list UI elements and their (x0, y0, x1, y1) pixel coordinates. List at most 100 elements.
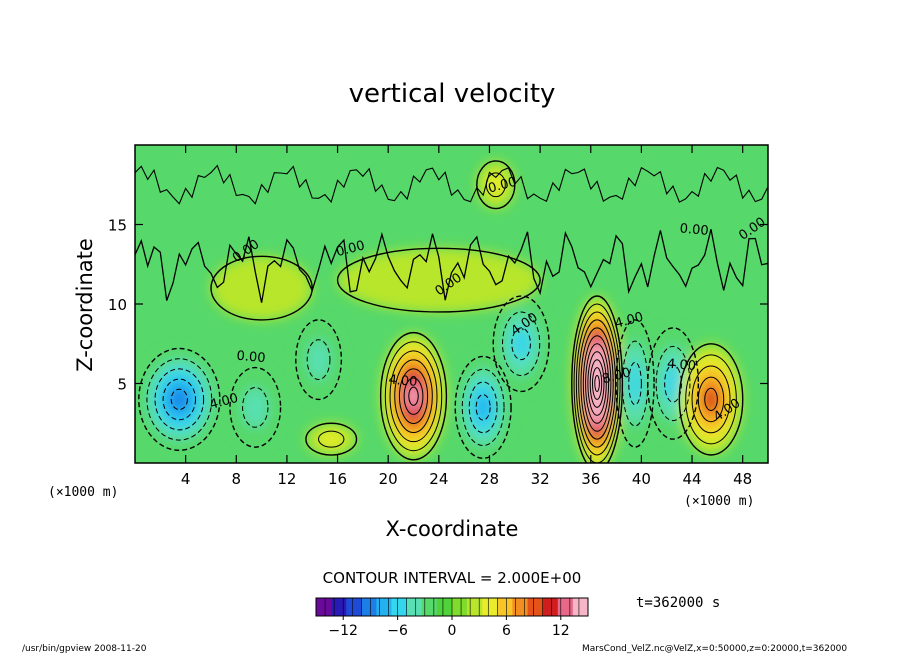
x-axis-label: X-coordinate (386, 517, 519, 541)
x-tick-label: 4 (181, 470, 191, 488)
y-axis-label: Z-coordinate (73, 238, 97, 372)
x-tick-label: 12 (277, 470, 296, 488)
footer-right: MarsCond_VelZ.nc@VelZ,x=0:50000,z=0:2000… (582, 644, 847, 654)
contour-line (306, 339, 331, 381)
colorbar-swatch (542, 598, 559, 616)
colorbar-tick-label: 6 (502, 623, 511, 639)
contour-line (138, 347, 221, 452)
colorbar-swatch (361, 598, 377, 616)
field-cell (242, 387, 268, 428)
field-cell (704, 388, 718, 411)
contour-line (475, 394, 491, 421)
contour-line (582, 335, 612, 432)
field-cell (486, 172, 506, 197)
colorbar-swatch (406, 598, 423, 616)
contour-line (502, 311, 541, 377)
contour-line (461, 368, 505, 447)
colorbar-swatch (557, 598, 574, 616)
colorbar-tick-label: −12 (328, 623, 358, 639)
contour-line (408, 386, 419, 406)
contour-line (615, 319, 655, 448)
colorbar-swatch (391, 598, 407, 616)
contour-line (210, 255, 313, 321)
contour-line (146, 358, 213, 441)
contour-line (587, 351, 607, 416)
field-cell (171, 389, 188, 410)
field-cell (476, 394, 491, 421)
contour-line (575, 311, 619, 456)
colorbar-tick-label: 0 (448, 623, 457, 639)
contour-line (295, 319, 343, 401)
contour-line (384, 341, 443, 452)
colorbar-swatch (572, 598, 589, 616)
colorbar (315, 597, 589, 617)
y-axis: 5 10 15 (108, 217, 768, 394)
contour-line (647, 327, 700, 440)
contour-line (655, 345, 691, 422)
contour-line (585, 343, 610, 424)
contour-line (454, 355, 512, 459)
contour-line (591, 367, 603, 400)
contour-label: 8.00 (601, 365, 633, 387)
contour-interval-text: CONTOUR INTERVAL = 2.000E+00 (323, 569, 582, 587)
contour-label: 0.00 (487, 175, 519, 197)
x-tick-label: 44 (682, 470, 701, 488)
field-cell (211, 256, 313, 320)
colorbar-swatch (467, 598, 483, 616)
contour-label: 0.00 (236, 349, 266, 366)
colorbar-swatch (421, 598, 438, 616)
contour-label: 4.00 (666, 357, 696, 374)
field-cell (337, 248, 541, 312)
x-tick-label: 8 (232, 470, 242, 488)
x-tick-label: 20 (379, 470, 398, 488)
contour-line (170, 388, 188, 411)
x-tick-label: 32 (531, 470, 550, 488)
contour-line (305, 422, 358, 456)
contour-line (594, 375, 600, 392)
colorbar-swatch (346, 598, 362, 616)
field-cell (408, 387, 419, 406)
contour-line (336, 247, 541, 313)
upper-contour (135, 164, 768, 205)
x-tick-label: 16 (328, 470, 347, 488)
contour-label: 0.00 (679, 221, 709, 238)
colorbar-swatch (331, 598, 347, 616)
plot-area: 0.00 0.000.000.000.000.00 0.004.004.004.00… (135, 145, 768, 463)
zero-contour (135, 229, 768, 303)
contour-label: 4.00 (208, 391, 240, 413)
colorbar-swatch (436, 598, 453, 616)
field-cell (594, 375, 600, 392)
time-text: t=362000 s (636, 595, 720, 611)
colorbar-swatch (376, 598, 392, 616)
colorbar-swatch (452, 598, 468, 616)
contour-line (704, 387, 718, 411)
contour-line (394, 359, 433, 434)
colorbar-swatch (527, 598, 543, 616)
field-cell (628, 362, 642, 405)
contour-line (318, 430, 345, 448)
contour-line (589, 359, 605, 408)
contour-line (398, 368, 429, 425)
chart-title: vertical velocity (349, 79, 556, 109)
contour-line (468, 381, 498, 434)
contour-line (403, 377, 424, 415)
field-cell (307, 339, 330, 380)
contour-line (573, 303, 621, 463)
y-tick-label: 15 (108, 217, 127, 235)
x-tick-label: 28 (480, 470, 499, 488)
contour-line (379, 331, 448, 461)
y-tick-label: 5 (117, 376, 127, 394)
colorbar-ticks: −12 −6 0 6 12 (328, 616, 570, 639)
x-tick-label: 24 (429, 470, 448, 488)
colorbar-swatch (482, 598, 498, 616)
x-tick-label: 40 (632, 470, 651, 488)
contour-line (492, 295, 550, 393)
contour-line (664, 364, 682, 403)
contour-line (154, 368, 205, 431)
field-cell (664, 364, 682, 403)
colorbar-swatch (316, 598, 332, 616)
x-axis: 4 8 12 16 20 24 28 32 36 40 44 48 (181, 145, 752, 488)
x-tick-label: 36 (581, 470, 600, 488)
field-cell (318, 431, 344, 448)
